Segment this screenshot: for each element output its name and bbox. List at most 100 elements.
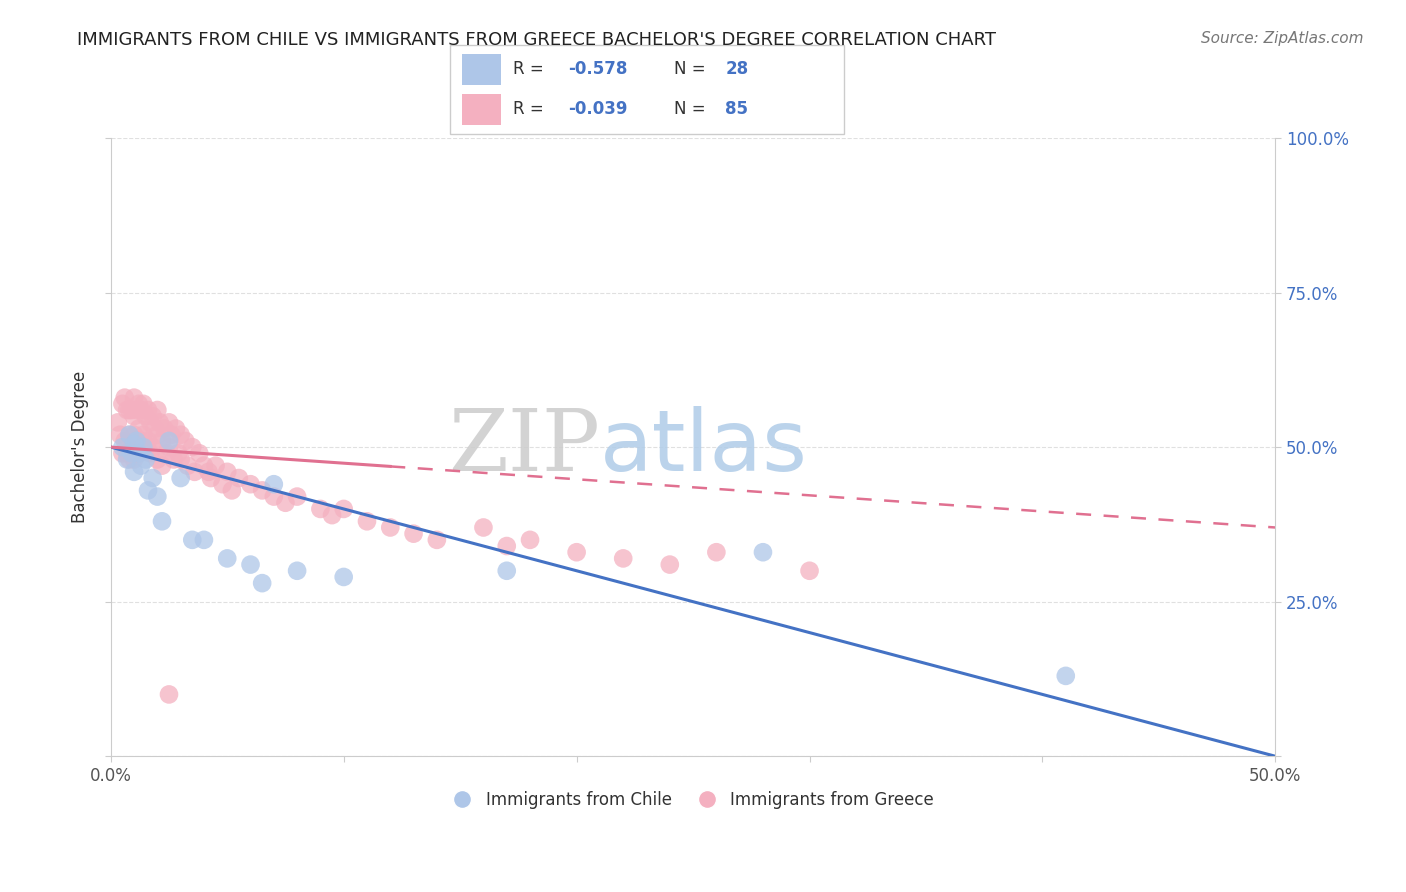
Point [285,564,308,578]
Point [146,490,169,504]
Point [121,446,143,460]
Point [176,458,198,473]
Point [239,477,262,491]
Point [111,397,134,411]
Point [132,427,155,442]
Point [122,437,145,451]
Point [426,533,449,547]
Point [658,558,681,572]
Text: 85: 85 [725,100,748,118]
Text: Source: ZipAtlas.com: Source: ZipAtlas.com [1201,31,1364,46]
Point [197,465,219,479]
Point [188,446,211,460]
Point [160,427,183,442]
Text: -0.039: -0.039 [568,100,627,118]
Point [118,403,141,417]
Point [309,502,332,516]
Point [121,403,143,417]
Text: -0.578: -0.578 [568,60,627,78]
Point [146,403,169,417]
Point [239,558,262,572]
Point [183,465,205,479]
Point [799,564,821,578]
Point [129,458,152,473]
Text: ZIP: ZIP [449,406,600,489]
Point [250,576,273,591]
Point [122,427,145,442]
Point [332,570,354,584]
Point [263,490,285,504]
FancyBboxPatch shape [461,54,501,85]
Text: R =: R = [513,60,548,78]
Point [217,465,239,479]
Point [565,545,588,559]
Point [139,416,162,430]
Point [107,416,129,430]
Point [402,526,425,541]
Point [114,391,136,405]
Text: IMMIGRANTS FROM CHILE VS IMMIGRANTS FROM GREECE BACHELOR'S DEGREE CORRELATION CH: IMMIGRANTS FROM CHILE VS IMMIGRANTS FROM… [77,31,997,49]
Point [132,440,155,454]
Point [121,440,143,454]
Point [136,403,159,417]
Point [612,551,634,566]
Point [174,434,197,448]
Point [167,446,190,460]
Point [211,477,233,491]
Point [135,452,157,467]
Point [706,545,728,559]
Point [163,452,186,467]
Point [1054,669,1077,683]
Point [156,446,179,460]
Point [495,539,517,553]
Point [157,434,180,448]
Point [157,688,180,702]
Point [118,427,141,442]
Point [135,440,157,454]
Text: N =: N = [675,100,711,118]
Point [146,427,169,442]
Point [169,427,191,442]
Point [157,416,180,430]
Point [332,502,354,516]
Point [136,483,159,498]
Point [125,434,148,448]
Point [118,427,141,442]
Point [193,458,215,473]
Point [122,452,145,467]
Point [157,440,180,454]
Point [200,471,222,485]
Point [115,403,138,417]
Point [122,465,145,479]
Point [150,458,173,473]
Text: N =: N = [675,60,711,78]
Point [356,514,378,528]
Y-axis label: Bachelor's Degree: Bachelor's Degree [72,371,89,524]
Point [495,564,517,578]
Point [118,452,141,467]
Point [129,403,152,417]
Point [169,471,191,485]
Point [228,471,250,485]
Point [142,440,165,454]
Point [142,471,165,485]
Point [122,391,145,405]
Point [165,421,187,435]
Point [111,446,134,460]
Point [250,483,273,498]
Point [115,452,138,467]
Point [274,496,297,510]
FancyBboxPatch shape [450,45,844,134]
Point [204,458,226,473]
Point [108,427,131,442]
Legend: Immigrants from Chile, Immigrants from Greece: Immigrants from Chile, Immigrants from G… [446,785,941,816]
Point [150,434,173,448]
Point [132,397,155,411]
Point [181,533,204,547]
Point [472,520,495,534]
Point [142,409,165,424]
Text: R =: R = [513,100,548,118]
Text: 28: 28 [725,60,748,78]
Point [181,440,204,454]
Point [111,440,134,454]
